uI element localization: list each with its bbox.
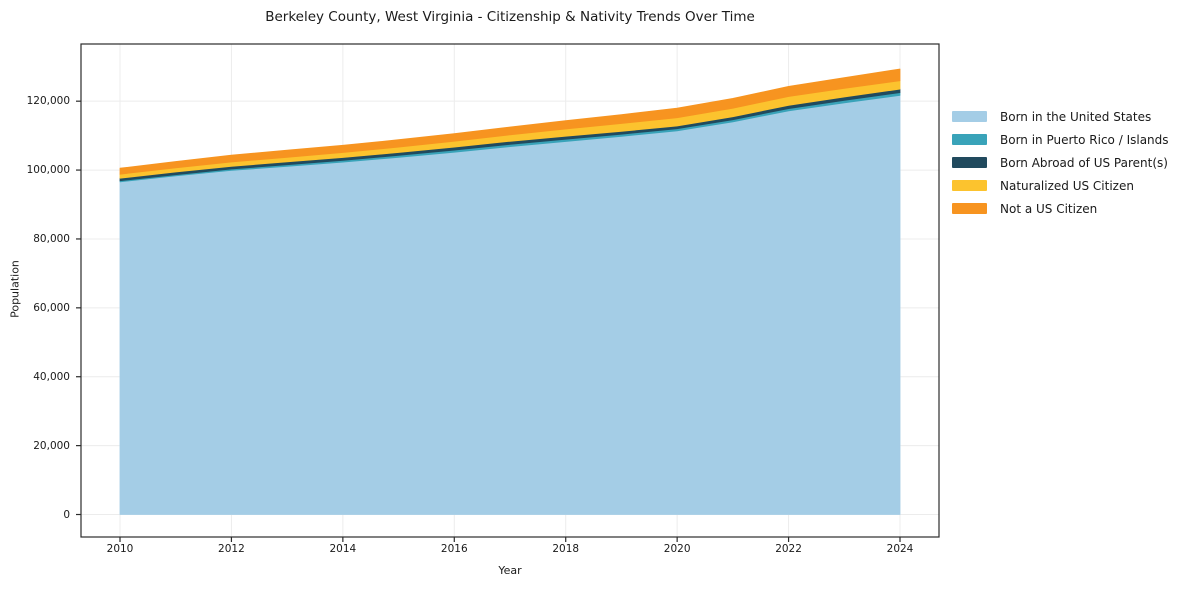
y-tick-label: 0: [63, 508, 70, 521]
legend-item-not-a-us-citizen: Not a US Citizen: [952, 197, 1169, 220]
x-tick-label: 2018: [552, 543, 580, 555]
x-tick-label: 2014: [329, 543, 357, 555]
y-tick-label: 20,000: [33, 439, 70, 452]
legend-swatch-icon: [952, 180, 987, 191]
x-tick-label: 2024: [886, 543, 914, 555]
legend-label: Born in the United States: [1000, 109, 1152, 124]
legend-swatch-icon: [952, 111, 987, 122]
x-tick-label: 2016: [440, 543, 468, 555]
y-tick-label: 60,000: [33, 301, 70, 314]
x-tick-label: 2012: [218, 543, 245, 555]
y-tick-label: 100,000: [26, 164, 70, 177]
legend-item-naturalized-us-citizen: Naturalized US Citizen: [952, 174, 1169, 197]
legend-item-born-in-the-united-states: Born in the United States: [952, 105, 1169, 128]
series-area-not-a-us-citizen: [119, 68, 901, 175]
y-axis-label: Population: [8, 260, 22, 318]
legend-label: Naturalized US Citizen: [1000, 178, 1134, 193]
legend-item-born-in-puerto-rico-islands: Born in Puerto Rico / Islands: [952, 128, 1169, 151]
x-tick-label: 2022: [775, 543, 802, 555]
chart-title: Berkeley County, West Virginia - Citizen…: [265, 9, 755, 25]
y-tick-label: 80,000: [33, 232, 70, 245]
legend-label: Not a US Citizen: [1000, 201, 1098, 216]
legend: Born in the United States Born in Puerto …: [952, 105, 1169, 220]
legend-swatch-icon: [952, 134, 987, 145]
legend-swatch-icon: [952, 203, 987, 214]
x-tick-label: 2020: [663, 543, 691, 555]
legend-label: Born in Puerto Rico / Islands: [1000, 132, 1169, 147]
y-tick-label: 120,000: [26, 95, 70, 108]
x-axis-label: Year: [498, 564, 522, 577]
legend-label: Born Abroad of US Parent(s): [1000, 155, 1168, 170]
legend-item-born-abroad-of-us-parent-s: Born Abroad of US Parent(s): [952, 151, 1169, 174]
axes-frame: [80, 43, 940, 538]
y-tick-label: 40,000: [33, 370, 70, 383]
x-tick-label: 2010: [106, 543, 134, 555]
legend-swatch-icon: [952, 157, 987, 168]
